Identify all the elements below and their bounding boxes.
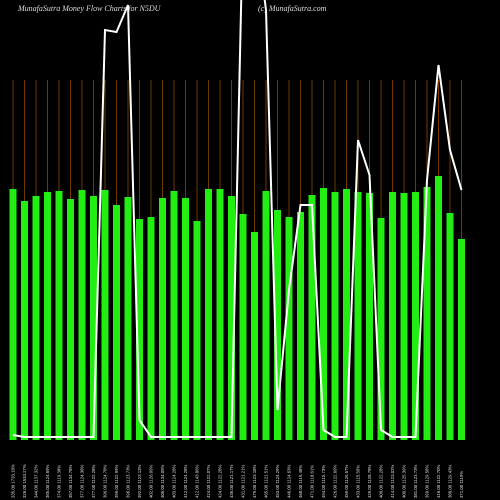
bar bbox=[366, 193, 373, 440]
bar bbox=[458, 239, 465, 440]
x-tick-label: 446.00 1124.63% bbox=[287, 464, 292, 498]
x-tick-label: 357.00 1134.78% bbox=[68, 464, 73, 498]
bar bbox=[101, 190, 109, 440]
x-tick-label: 396.00 1124.78% bbox=[103, 464, 108, 498]
x-tick-label: 399.00 1129.58% bbox=[425, 464, 430, 498]
bar bbox=[147, 217, 155, 440]
x-tick-label: 453.00 1124.29% bbox=[275, 464, 280, 498]
x-tick-label: 403.00 1124.28% bbox=[172, 464, 177, 498]
x-tick-label: 402.00 1126.09% bbox=[149, 464, 154, 498]
x-tick-label: 377.00 1122.28% bbox=[91, 464, 96, 498]
bar bbox=[170, 191, 178, 440]
bar bbox=[32, 196, 40, 440]
bar bbox=[377, 218, 385, 440]
x-tick-label: 429.00 1128.78% bbox=[367, 464, 372, 498]
x-tick-label: 406.00 1122.28% bbox=[379, 464, 384, 498]
bar bbox=[320, 188, 327, 440]
x-tick-label: 371.00 1119% bbox=[459, 471, 464, 498]
x-tick-label: 433.00 1115.55% bbox=[356, 465, 361, 498]
bar bbox=[136, 219, 143, 440]
bar bbox=[343, 189, 350, 440]
x-tick-label: 431.00 1121.21% bbox=[241, 464, 246, 498]
bar bbox=[44, 192, 51, 440]
bar bbox=[9, 189, 17, 440]
bar bbox=[55, 191, 63, 440]
x-tick-label: 374.00 1119.38% bbox=[57, 465, 62, 498]
x-tick-label: 335.00 1733.18% bbox=[11, 464, 16, 498]
bar bbox=[90, 196, 97, 440]
bar bbox=[435, 176, 442, 440]
bar bbox=[21, 201, 28, 440]
bar bbox=[285, 217, 293, 440]
x-tick-label: 399.00 1122.99% bbox=[114, 464, 119, 498]
bar bbox=[113, 205, 120, 440]
x-tick-label: 479.00 1123.18% bbox=[252, 464, 257, 498]
bar bbox=[124, 197, 132, 440]
x-tick-label: 405.00 1134.05% bbox=[160, 464, 165, 498]
bar bbox=[182, 198, 189, 440]
x-tick-label: 398.00 1123.73% bbox=[126, 464, 131, 498]
bar bbox=[297, 212, 304, 440]
x-tick-label: 424.00 1122.28% bbox=[218, 464, 223, 498]
x-tick-label: 412.00 1143.86% bbox=[195, 464, 200, 498]
bar bbox=[251, 232, 258, 440]
bar bbox=[216, 189, 224, 440]
money-flow-line bbox=[12, 0, 463, 438]
bar bbox=[412, 192, 419, 440]
x-tick-label: 381.00 1123.73% bbox=[413, 464, 418, 498]
bar bbox=[274, 210, 281, 440]
chart-title: MunafaSutra Money Flow Charts for N5DU bbox=[17, 4, 162, 13]
x-tick-label: 412.00 1124.28% bbox=[183, 464, 188, 498]
x-tick-label: 424.00 1122.07% bbox=[206, 464, 211, 498]
x-tick-label: 377.00 1124.38% bbox=[80, 464, 85, 498]
chart-subtitle: (c) MunafaSutra.com bbox=[258, 4, 327, 13]
x-tick-label: 465.00 1121.51% bbox=[264, 464, 269, 498]
bar bbox=[78, 190, 86, 440]
x-tick-label: 494.00 1115.73% bbox=[321, 465, 326, 498]
x-tick-label: 388.00 1129.43% bbox=[448, 464, 453, 498]
x-tick-label: 365.00 1124.69% bbox=[45, 464, 50, 498]
bar bbox=[159, 198, 166, 440]
bar bbox=[446, 213, 454, 440]
x-tick-label: 414.00 1123.02% bbox=[390, 464, 395, 498]
bar bbox=[331, 192, 339, 440]
x-tick-label: 468.00 1119.48% bbox=[298, 465, 303, 498]
bar bbox=[423, 187, 431, 440]
bar bbox=[67, 199, 74, 440]
bar bbox=[262, 191, 270, 440]
bar bbox=[193, 221, 201, 440]
x-tick-label: 459.00 1126.57% bbox=[344, 464, 349, 498]
bar bbox=[400, 193, 408, 440]
x-tick-label: 416.00 1122.70% bbox=[436, 464, 441, 498]
x-tick-label: 436.00 1121.17% bbox=[229, 464, 234, 498]
x-tick-label: 471.00 1118.61% bbox=[310, 465, 315, 498]
bar bbox=[389, 192, 396, 440]
bar bbox=[205, 189, 212, 440]
x-tick-label: 392.00 1123.13% bbox=[137, 464, 142, 498]
bar bbox=[308, 195, 316, 440]
bar bbox=[354, 192, 362, 440]
bar bbox=[239, 214, 247, 440]
bar bbox=[228, 196, 235, 440]
x-tick-label: 326.00 1533.27% bbox=[22, 464, 27, 498]
x-tick-label: 400.00 1125.39% bbox=[402, 464, 407, 498]
x-tick-label: 344.00 1137.32% bbox=[34, 464, 39, 498]
x-tick-label: 426.00 1122.69% bbox=[333, 464, 338, 498]
